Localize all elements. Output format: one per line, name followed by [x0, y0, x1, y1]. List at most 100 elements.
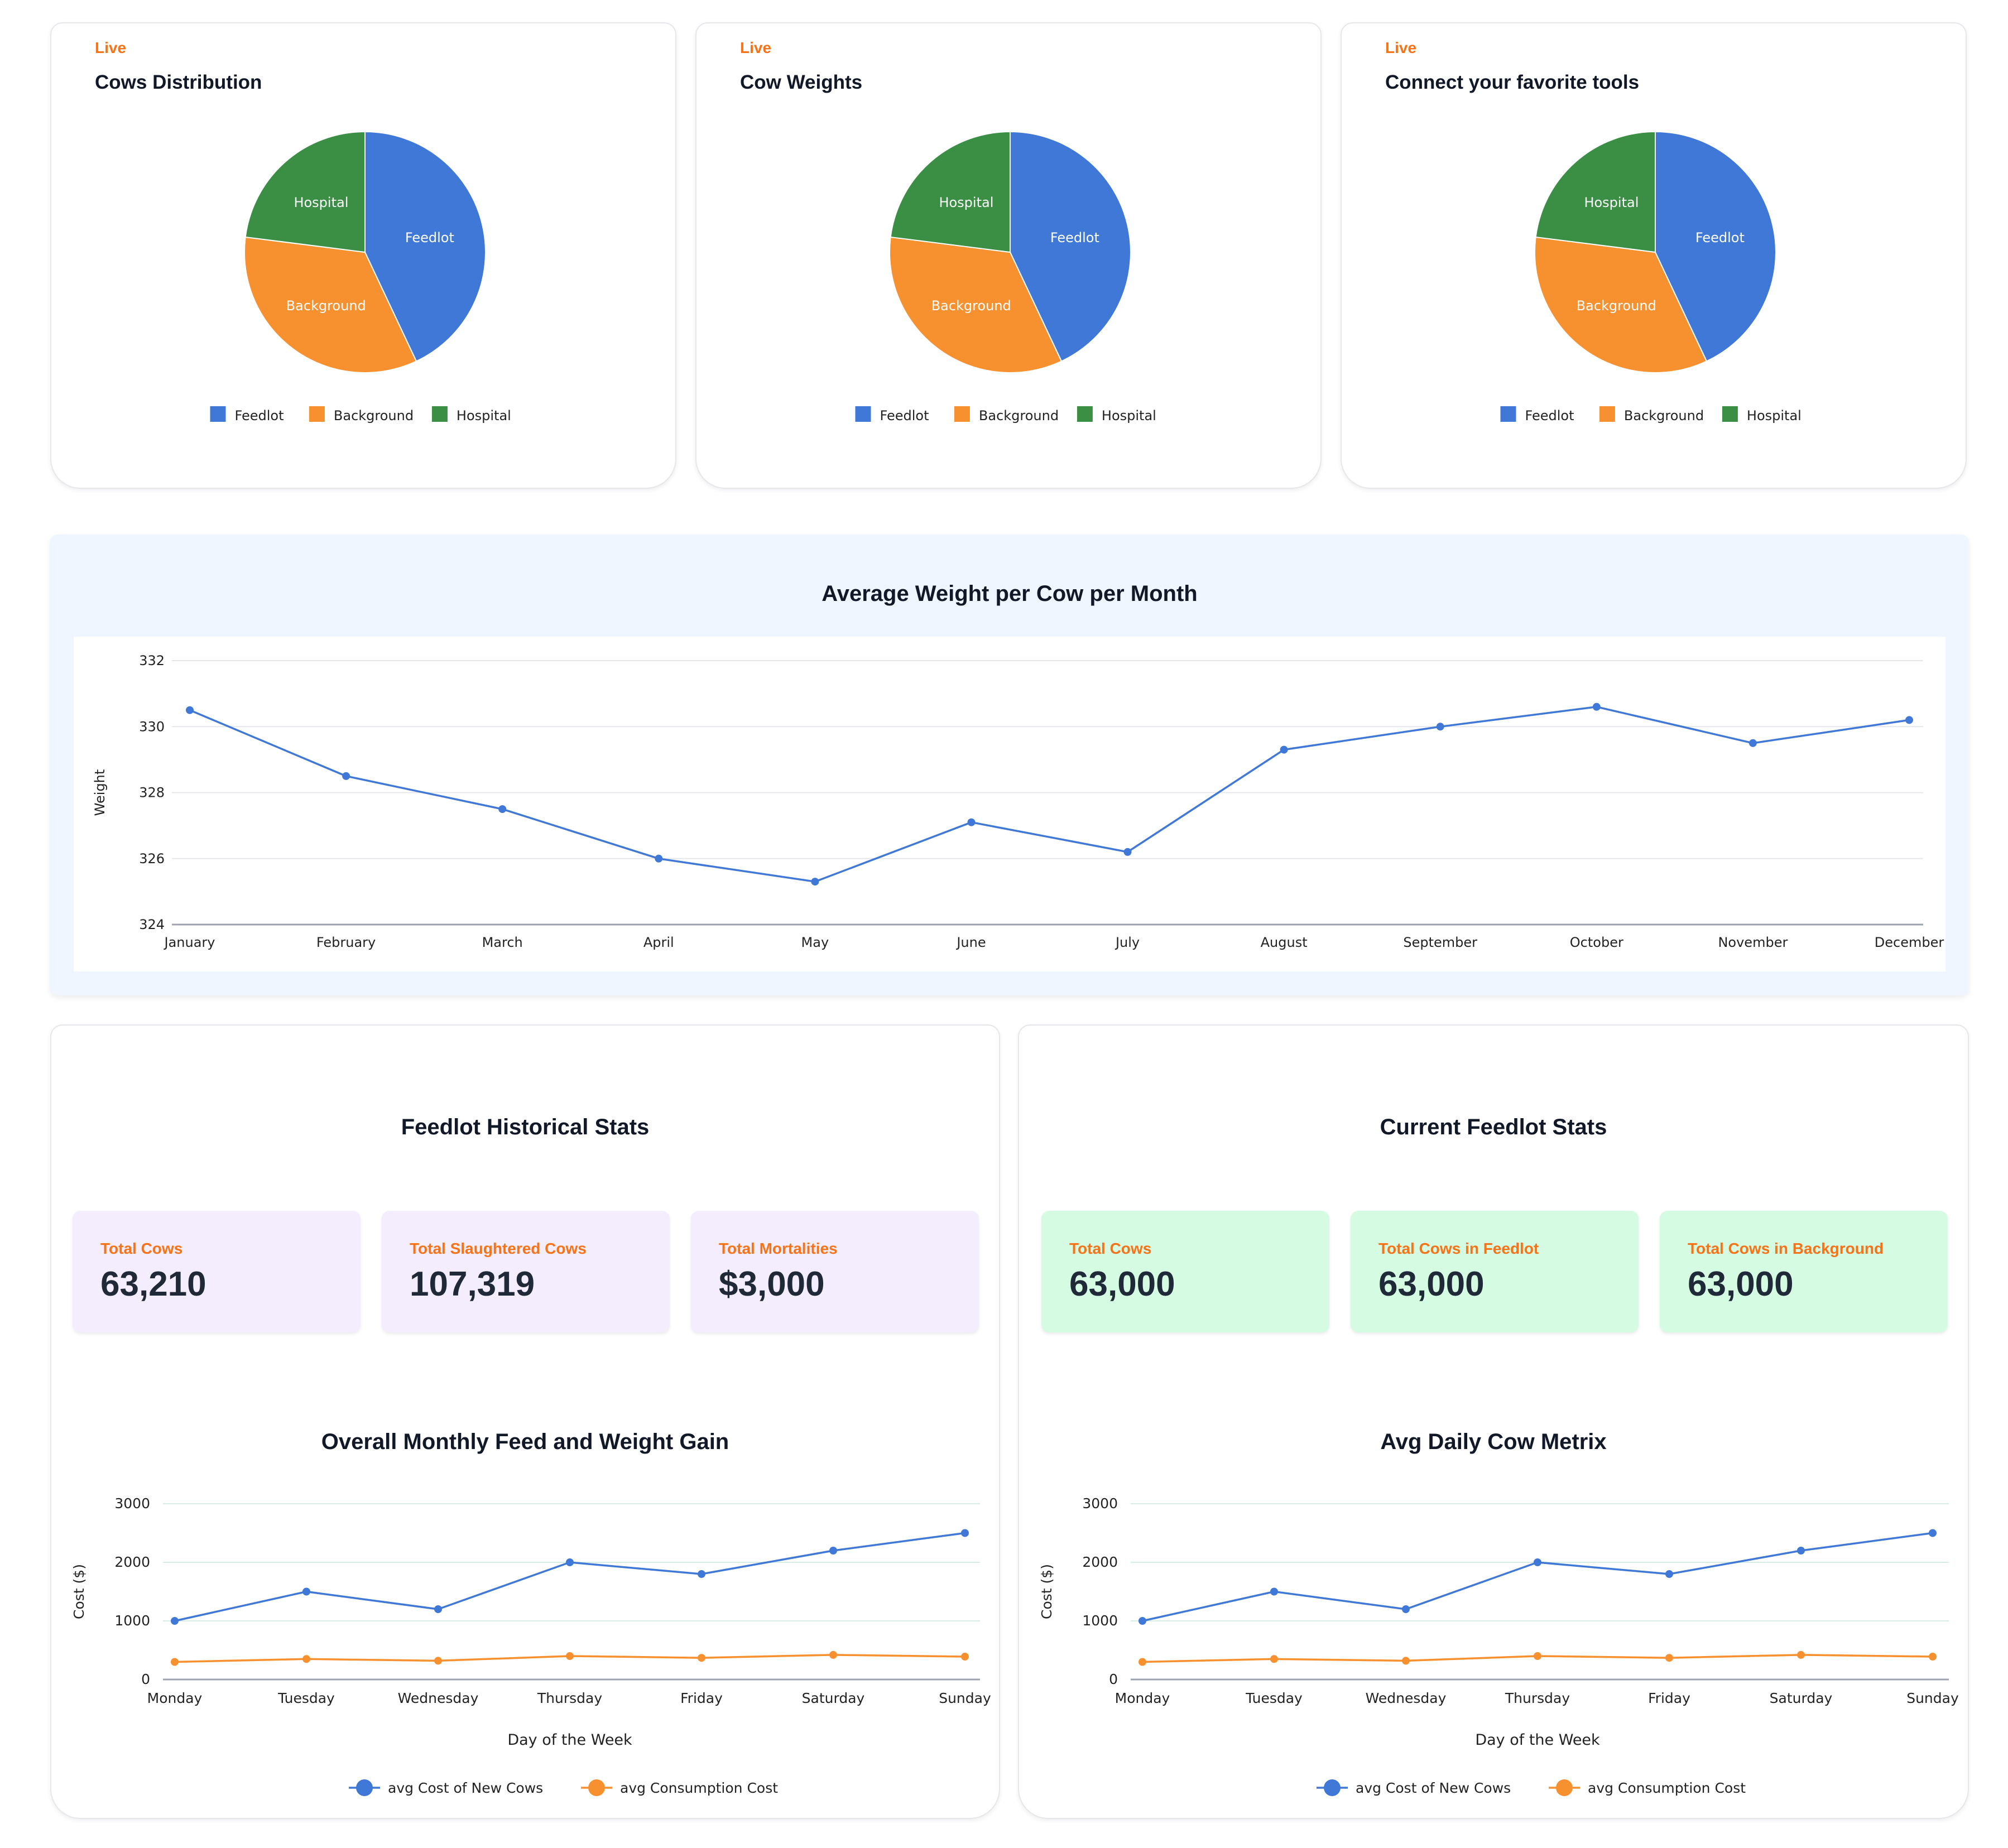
legend-swatch-hospital[interactable]	[1077, 406, 1093, 422]
data-point[interactable]	[1905, 716, 1913, 724]
data-point[interactable]	[1270, 1655, 1278, 1663]
data-point[interactable]	[1797, 1547, 1805, 1555]
legend-label-background[interactable]: Background	[979, 408, 1059, 424]
pie-slice-feedlot[interactable]	[1010, 131, 1131, 362]
legend-swatch-hospital[interactable]	[1722, 406, 1738, 422]
legend-swatch-background[interactable]	[954, 406, 970, 422]
data-point[interactable]	[1797, 1650, 1805, 1659]
connect-tools-pie-chart: Feedlot Background Hospital Feedlot Backgrou…	[1500, 131, 1802, 424]
data-point[interactable]	[1138, 1658, 1146, 1666]
data-point[interactable]	[829, 1547, 837, 1555]
data-point[interactable]	[967, 818, 976, 826]
card-title: Cows Distribution	[95, 71, 262, 93]
stat-value: 63,000	[1378, 1265, 1485, 1303]
legend-label-avg-consumption-cost[interactable]: avg Consumption Cost	[1588, 1780, 1746, 1796]
data-point[interactable]	[961, 1529, 969, 1537]
data-point[interactable]	[302, 1587, 310, 1596]
data-point[interactable]	[566, 1558, 574, 1566]
data-point[interactable]	[434, 1605, 442, 1613]
pie-slice-hospital[interactable]	[244, 131, 366, 253]
data-point[interactable]	[302, 1655, 310, 1663]
current-chart-title: Avg Daily Cow Metrix	[1380, 1430, 1607, 1454]
pie-slice-label: Hospital	[1584, 195, 1639, 210]
data-point[interactable]	[1534, 1558, 1541, 1566]
live-badge: Live	[1385, 39, 1417, 56]
x-tick-label: October	[1570, 935, 1623, 950]
data-point[interactable]	[186, 706, 194, 714]
series-line-avg-cost-of-new-cows	[174, 1532, 965, 1622]
legend-swatch-background[interactable]	[1599, 406, 1615, 422]
data-point[interactable]	[1929, 1653, 1937, 1661]
data-point[interactable]	[1402, 1605, 1410, 1613]
average-weight-chart-panel: 324 326 328 330 332 January February March April…	[74, 637, 1945, 971]
cows-distribution-pie-chart: Feedlot Background Hospital Feedlot Backgrou…	[210, 131, 511, 424]
legend-label-hospital[interactable]: Hospital	[1747, 408, 1802, 424]
pie-slice-background[interactable]	[889, 236, 1063, 373]
data-point[interactable]	[1436, 723, 1444, 731]
data-point[interactable]	[566, 1652, 574, 1660]
legend-label-hospital[interactable]: Hospital	[457, 408, 511, 424]
data-point[interactable]	[829, 1650, 837, 1659]
data-point[interactable]	[1748, 739, 1757, 747]
data-point[interactable]	[434, 1657, 442, 1665]
legend-swatch-feedlot[interactable]	[1500, 406, 1516, 422]
pie-slice-hospital[interactable]	[1535, 131, 1656, 253]
legend-swatch-feedlot[interactable]	[210, 406, 226, 422]
data-point[interactable]	[1138, 1617, 1146, 1625]
pie-slice-background[interactable]	[244, 236, 417, 373]
x-tick-label: Sunday	[1906, 1690, 1959, 1706]
data-point[interactable]	[698, 1570, 705, 1578]
legend-label-avg-cost-of-new-cows[interactable]: avg Cost of New Cows	[388, 1780, 543, 1796]
data-point[interactable]	[1280, 745, 1288, 754]
series-line-avg-cost-of-new-cows	[1142, 1532, 1933, 1622]
legend-label-background[interactable]: Background	[1624, 408, 1704, 424]
data-point[interactable]	[698, 1654, 705, 1662]
legend-marker-avg-cost-of-new-cows[interactable]	[1324, 1779, 1341, 1796]
x-tick-label: Monday	[147, 1690, 203, 1706]
y-tick-label: 330	[139, 719, 165, 734]
data-point[interactable]	[1665, 1654, 1673, 1662]
data-point[interactable]	[1929, 1529, 1937, 1537]
legend-label-feedlot[interactable]: Feedlot	[235, 408, 284, 424]
x-tick-label: July	[1115, 935, 1140, 950]
legend-label-feedlot[interactable]: Feedlot	[1525, 408, 1574, 424]
current-stats-title: Current Feedlot Stats	[1380, 1115, 1607, 1139]
x-tick-label: August	[1261, 935, 1308, 950]
data-point[interactable]	[1123, 848, 1132, 856]
data-point[interactable]	[961, 1653, 969, 1661]
legend-marker-avg-consumption-cost[interactable]	[588, 1779, 605, 1796]
legend-swatch-hospital[interactable]	[431, 406, 448, 422]
legend-label-hospital[interactable]: Hospital	[1102, 408, 1156, 424]
legend-marker-avg-cost-of-new-cows[interactable]	[356, 1779, 373, 1796]
pie-slice-feedlot[interactable]	[364, 131, 486, 362]
legend-label-avg-cost-of-new-cows[interactable]: avg Cost of New Cows	[1356, 1780, 1511, 1796]
legend-label-avg-consumption-cost[interactable]: avg Consumption Cost	[620, 1780, 778, 1796]
legend-swatch-feedlot[interactable]	[855, 406, 871, 422]
data-point[interactable]	[342, 772, 350, 780]
legend-marker-avg-consumption-cost[interactable]	[1556, 1779, 1573, 1796]
legend-swatch-background[interactable]	[309, 406, 325, 422]
pie-slice-feedlot[interactable]	[1655, 131, 1776, 362]
data-point[interactable]	[1270, 1587, 1278, 1596]
data-point[interactable]	[1534, 1652, 1541, 1660]
pie-slice-hospital[interactable]	[890, 131, 1011, 253]
data-point[interactable]	[811, 878, 819, 886]
data-point[interactable]	[171, 1658, 179, 1666]
data-point[interactable]	[498, 805, 507, 814]
data-point[interactable]	[1665, 1570, 1673, 1578]
feedlot-historical-card: Feedlot Historical Stats Total Cows 63,2…	[50, 1024, 1000, 1819]
stat-label: Total Cows in Background	[1688, 1240, 1884, 1257]
pie-slice-label: Background	[1577, 298, 1656, 314]
legend-label-feedlot[interactable]: Feedlot	[880, 408, 929, 424]
pie-slice-label: Feedlot	[1695, 230, 1745, 246]
x-tick-label: June	[955, 935, 986, 950]
data-point[interactable]	[1592, 702, 1601, 711]
data-point[interactable]	[1402, 1657, 1410, 1665]
data-point[interactable]	[655, 854, 663, 863]
legend-label-background[interactable]: Background	[334, 408, 414, 424]
data-point[interactable]	[171, 1617, 179, 1625]
stat-value: 107,319	[410, 1265, 535, 1303]
series-line	[189, 706, 1910, 883]
pie-slice-background[interactable]	[1534, 236, 1708, 373]
pie-card-cows-distribution: Live Cows Distribution Feedlot Background…	[50, 22, 676, 489]
